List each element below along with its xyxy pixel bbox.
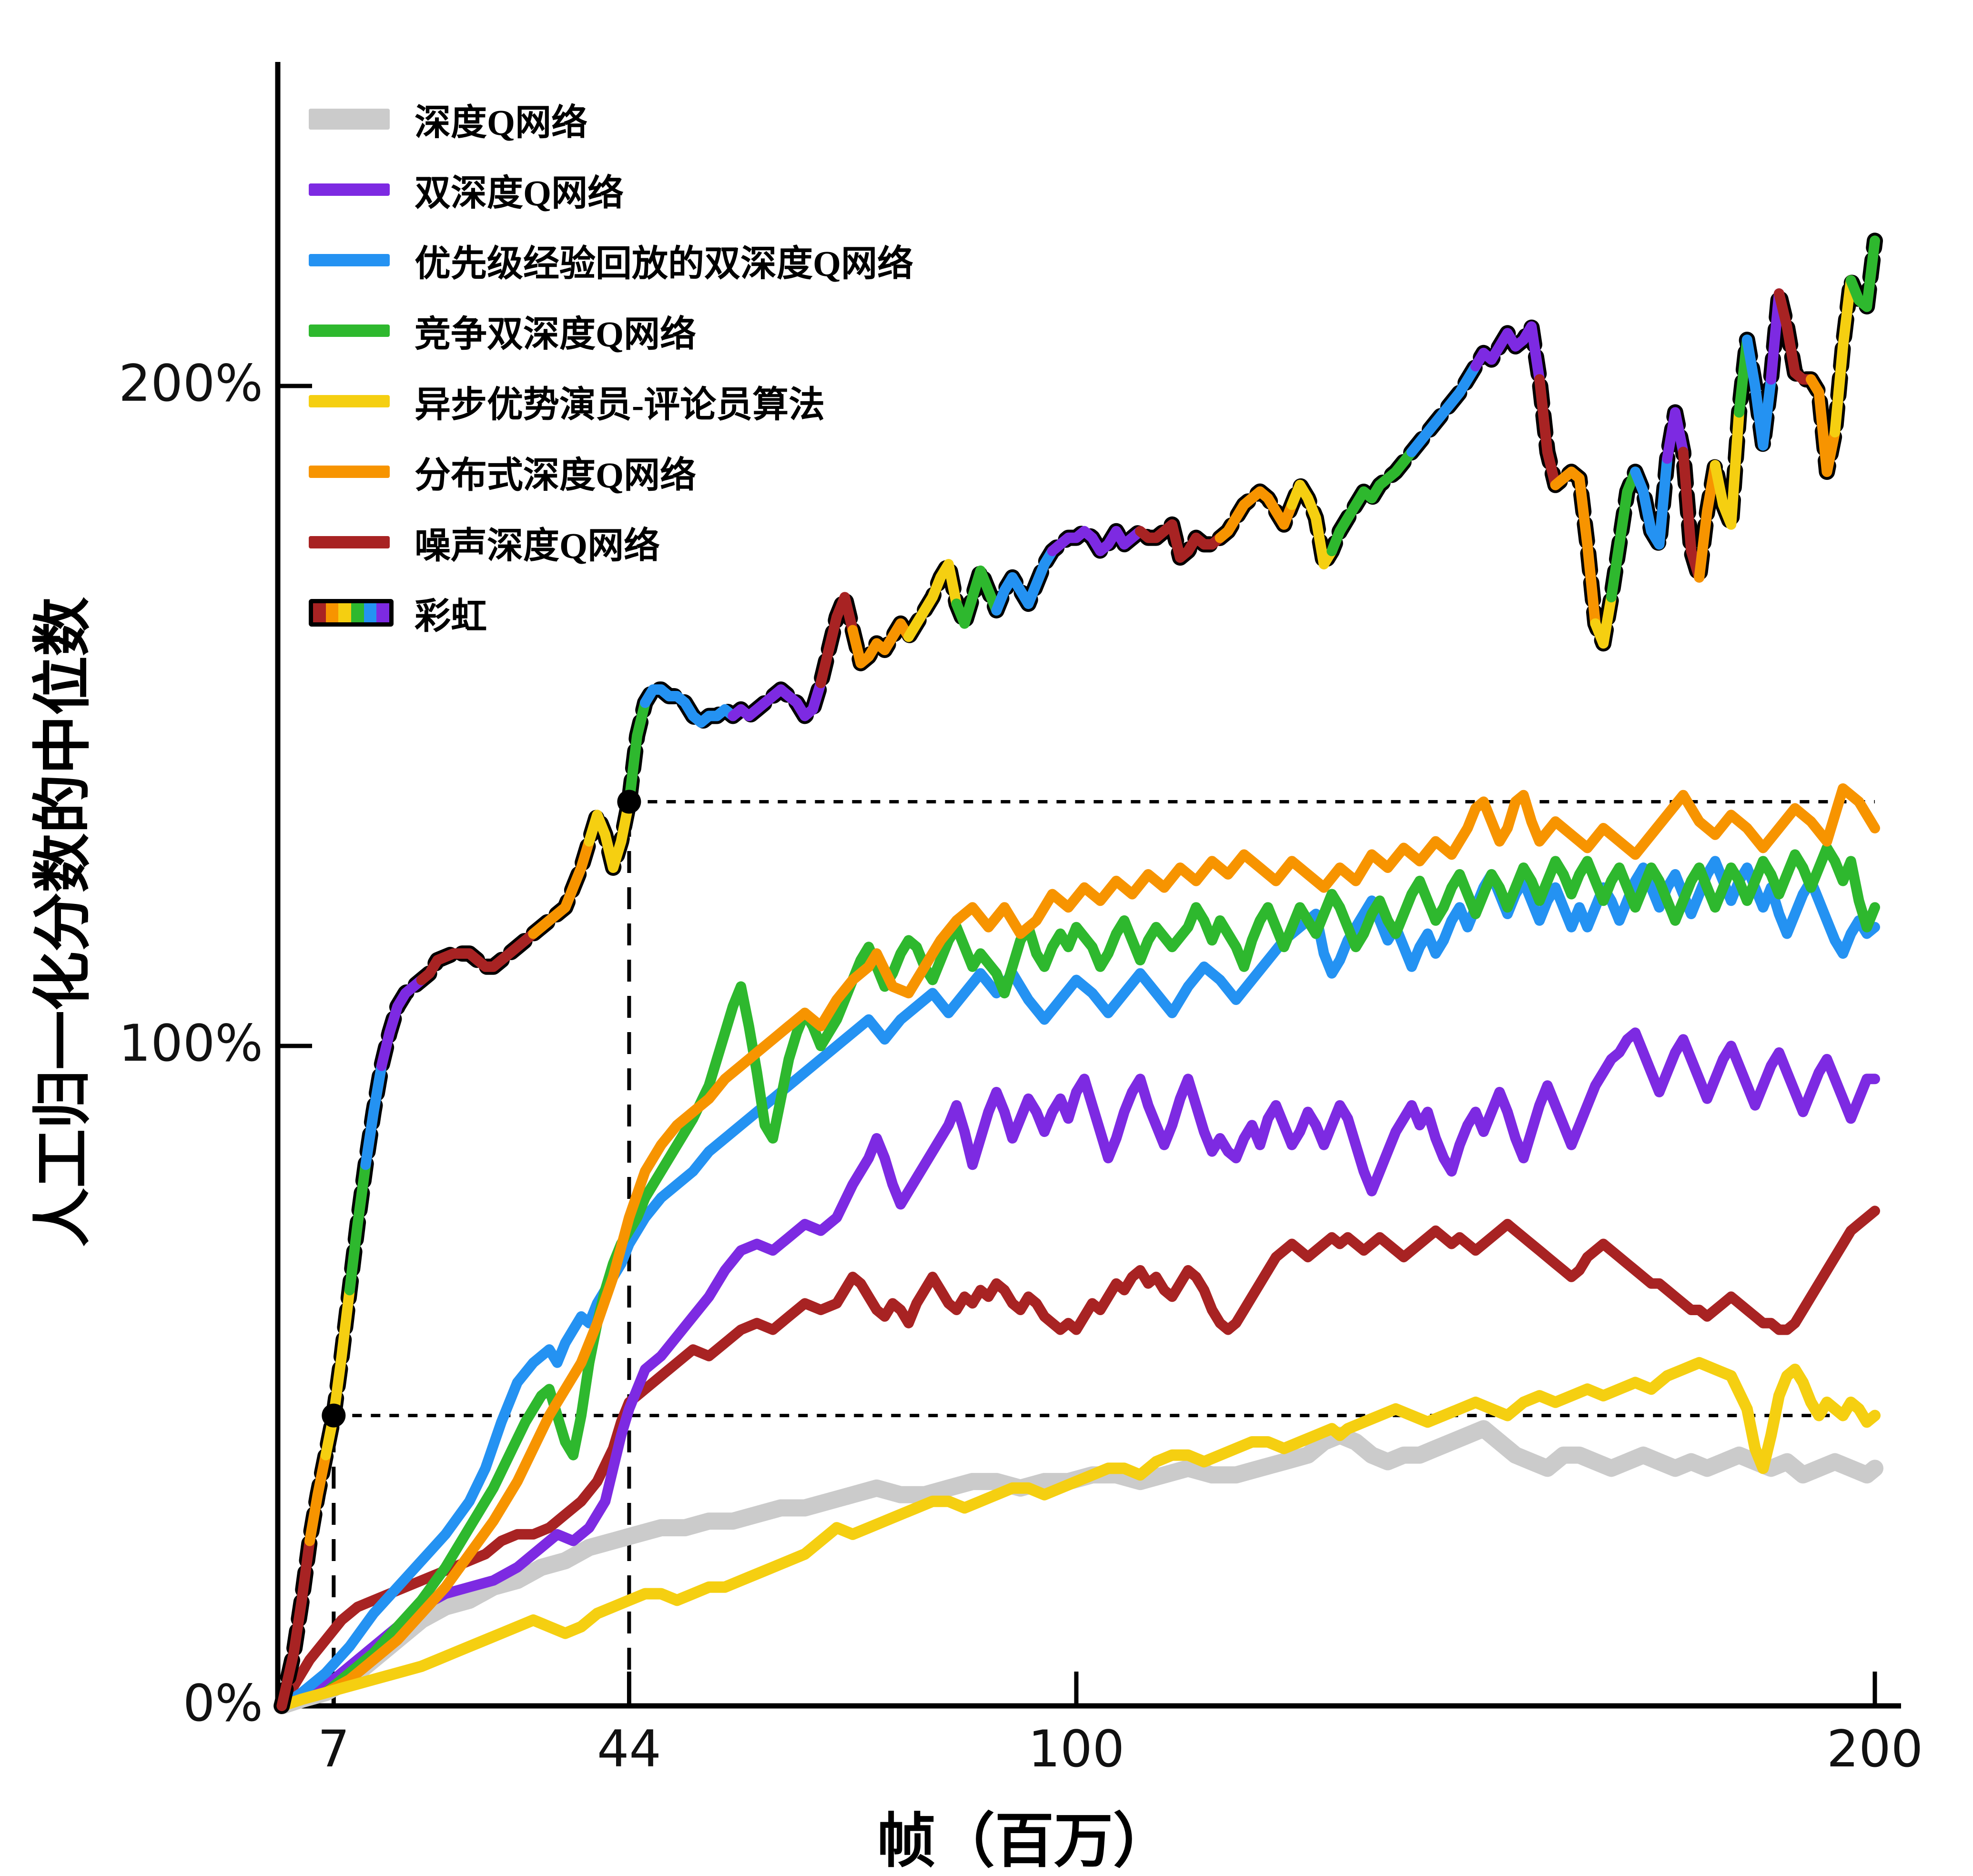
series-dueling-ddqn-line	[276, 842, 1880, 1711]
series-rainbow-segment	[640, 684, 739, 728]
series-rainbow-segment	[1710, 407, 1745, 530]
series-a3c-line	[276, 1357, 1881, 1712]
series-rainbow-segment	[624, 697, 650, 807]
series-rainbow-segment	[360, 1060, 387, 1170]
legend-item-label: 异步优势演员-评论员算法	[415, 385, 825, 425]
series-rainbow-segment	[376, 974, 427, 1071]
series-rainbow-segment	[1694, 460, 1720, 583]
y-tick-label-200: 200%	[118, 354, 263, 413]
legend-item-label: 分布式深度Q网络	[415, 456, 697, 496]
legend-item: 异步优势演员-评论员算法	[309, 366, 825, 436]
x-tick-label-44: 44	[597, 1720, 661, 1778]
series-rainbow-segment	[903, 559, 962, 642]
series-rainbow-segment	[1845, 235, 1880, 312]
series-rainbow-segment	[1830, 275, 1856, 437]
series-rainbow-segment	[1534, 374, 1561, 490]
series-rainbow-segment	[1135, 519, 1225, 563]
legend-item: 优先级经验回放的双深度Q网络	[309, 225, 913, 295]
series-rainbow-segment	[1286, 479, 1337, 569]
series-dqn-line	[273, 1420, 1883, 1714]
legend-item: 彩虹	[309, 578, 487, 648]
series-rainbow-segment	[1606, 466, 1641, 603]
legend-swatch	[309, 395, 394, 407]
legend-swatch	[309, 599, 394, 627]
series-rainbow-segment	[991, 546, 1058, 616]
legend-swatch	[309, 109, 394, 130]
series-rainbow-segment	[951, 565, 1002, 629]
legend-swatch	[309, 536, 394, 548]
series-rainbow-segment	[1662, 407, 1689, 464]
series-double-dqn-line	[276, 1027, 1880, 1711]
series-rainbow-segment	[1590, 592, 1617, 649]
legend-swatch	[309, 254, 394, 266]
series-rainbow-segment	[584, 796, 635, 873]
legend-swatch-icon	[309, 395, 390, 407]
legend-item: 竞争双深度Q网络	[309, 295, 696, 366]
legend-item-label: 噪声深度Q网络	[415, 526, 660, 566]
x-axis-title: 帧（百万）	[876, 1809, 1172, 1874]
series-rainbow-segment	[528, 836, 595, 939]
series-rainbow-segment	[728, 678, 826, 721]
annotation-dot-1	[617, 790, 641, 814]
annotation-dot-0	[322, 1403, 346, 1428]
legend-swatch-icon	[309, 183, 390, 196]
x-tick-label-200: 200	[1826, 1720, 1923, 1778]
y-tick-label-0: 0%	[182, 1674, 263, 1733]
y-axis-title: 人工归一化分数的中位数	[30, 597, 96, 1247]
series-rainbow-segment	[1214, 486, 1297, 543]
legend-item: 深度Q网络	[309, 84, 587, 154]
x-tick-label-100: 100	[1028, 1720, 1125, 1778]
legend-item: 双深度Q网络	[309, 154, 624, 225]
legend-swatch-icon	[309, 254, 390, 266]
series-rainbow-segment	[1406, 361, 1481, 457]
series-rainbow-segment	[344, 1159, 371, 1296]
series-noisy-dqn-line	[276, 1206, 1880, 1711]
series-rainbow-segment	[1047, 526, 1146, 557]
legend-item-label: 优先级经验回放的双深度Q网络	[415, 244, 914, 284]
series-distributional-dqn-line	[276, 783, 1880, 1711]
legend-item-label: 竞争双深度Q网络	[415, 314, 697, 355]
legend-swatch-icon	[309, 466, 390, 478]
series-rainbow-segment	[304, 1450, 331, 1546]
legend-swatch-icon	[309, 109, 390, 130]
series-prioritized-ddqn-line	[276, 856, 1880, 1711]
series-rainbow-segment	[847, 618, 914, 669]
y-tick-label-100: 100%	[118, 1014, 263, 1073]
legend-swatch	[309, 183, 394, 196]
legend-item-label: 彩虹	[415, 597, 487, 637]
series-rainbow-segment	[815, 592, 858, 689]
series-rainbow-segment	[1741, 335, 1777, 451]
series-rainbow-segment	[1470, 321, 1545, 385]
series-rainbow-segment	[1550, 466, 1601, 629]
series-rainbow-segment	[416, 928, 539, 985]
legend-swatch	[309, 324, 394, 337]
series-rainbow-segment	[276, 1535, 315, 1711]
legend-swatch-icon	[309, 536, 390, 548]
series-rainbow-segment	[1326, 446, 1417, 557]
legend-swatch-icon	[309, 324, 390, 337]
legend-item: 噪声深度Q网络	[309, 507, 660, 578]
series-rainbow-segment	[1805, 374, 1841, 477]
rainbow-swatch-icon	[309, 599, 394, 627]
series-rainbow-segment	[1630, 453, 1673, 550]
legend-swatch	[309, 466, 394, 478]
legend-item-label: 深度Q网络	[415, 103, 588, 143]
legend-item: 分布式深度Q网络	[309, 436, 696, 507]
legend-item-label: 双深度Q网络	[415, 173, 624, 213]
series-rainbow-segment	[320, 1285, 355, 1460]
x-tick-label-7: 7	[317, 1720, 350, 1778]
series-rainbow-segment	[1773, 288, 1816, 385]
